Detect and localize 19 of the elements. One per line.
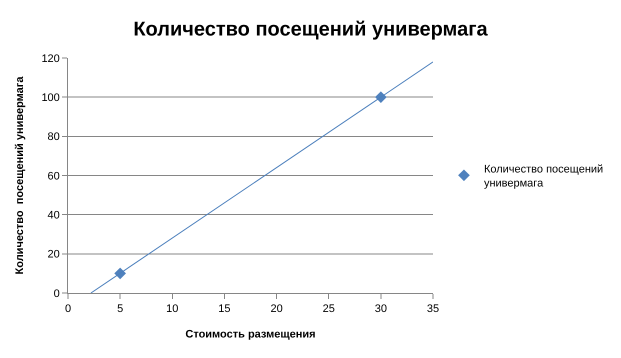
y-tick-label: 20 bbox=[48, 248, 60, 261]
legend-label: Количество посещений универмага bbox=[484, 163, 604, 190]
x-tick-label: 35 bbox=[426, 303, 440, 316]
x-tick-label: 30 bbox=[374, 303, 387, 316]
y-tick-label: 60 bbox=[48, 170, 60, 182]
x-tick-label: 25 bbox=[322, 303, 335, 316]
x-axis-title: Стоимость размещения bbox=[185, 328, 316, 340]
x-tick-label: 5 bbox=[117, 303, 124, 316]
x-tick-label: 0 bbox=[64, 303, 72, 316]
y-tick-label: 100 bbox=[41, 92, 60, 104]
y-tick-label: 40 bbox=[48, 210, 60, 222]
x-tick-label: 20 bbox=[270, 303, 283, 316]
x-tick-label: 10 bbox=[166, 303, 178, 316]
y-tick-label: 80 bbox=[48, 131, 60, 144]
y-tick-label: 120 bbox=[41, 52, 60, 65]
x-tick-label: 15 bbox=[218, 303, 231, 316]
y-axis-title: Количество посещений универмага bbox=[14, 76, 26, 274]
chart-title: Количество посещений универмага bbox=[133, 18, 489, 41]
y-tick-label: 0 bbox=[54, 288, 60, 300]
